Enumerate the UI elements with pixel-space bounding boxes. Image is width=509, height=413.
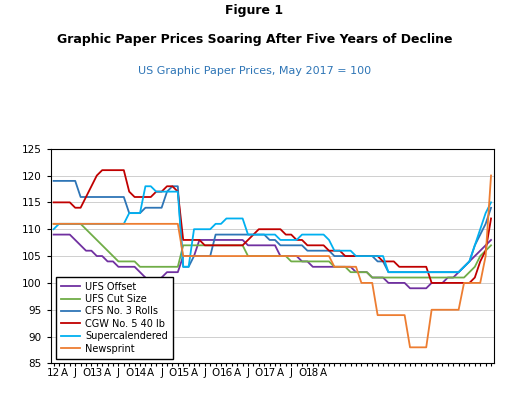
UFS Offset — [488, 237, 494, 242]
Supercalendered — [180, 264, 186, 269]
Text: J: J — [203, 368, 206, 378]
CFS No. 3 Rolls — [153, 205, 159, 210]
Text: Figure 1: Figure 1 — [225, 4, 284, 17]
Newsprint — [407, 345, 413, 350]
CFS No. 3 Rolls — [488, 205, 494, 210]
Newsprint — [175, 221, 181, 226]
Supercalendered — [158, 189, 164, 194]
Text: A: A — [104, 368, 111, 378]
Text: Graphic Paper Prices Soaring After Five Years of Decline: Graphic Paper Prices Soaring After Five … — [56, 33, 453, 46]
Text: 13: 13 — [90, 368, 103, 378]
Line: Supercalendered: Supercalendered — [53, 186, 491, 272]
UFS Cut Size — [175, 264, 181, 269]
CFS No. 3 Rolls — [407, 270, 413, 275]
Line: CFS No. 3 Rolls: CFS No. 3 Rolls — [53, 181, 491, 272]
Supercalendered — [488, 200, 494, 205]
Newsprint — [488, 173, 494, 178]
CGW No. 5 40 lb — [261, 227, 267, 232]
Text: 17: 17 — [263, 368, 276, 378]
Newsprint — [402, 313, 408, 318]
Text: O: O — [125, 368, 133, 378]
UFS Cut Size — [396, 275, 402, 280]
UFS Offset — [402, 280, 408, 285]
Newsprint — [169, 221, 176, 226]
Text: 18: 18 — [306, 368, 320, 378]
Text: 16: 16 — [220, 368, 233, 378]
Text: 15: 15 — [177, 368, 190, 378]
Text: J: J — [290, 368, 293, 378]
Text: A: A — [147, 368, 154, 378]
Text: J: J — [117, 368, 120, 378]
Supercalendered — [261, 232, 267, 237]
Text: A: A — [277, 368, 284, 378]
Text: A: A — [190, 368, 197, 378]
CGW No. 5 40 lb — [180, 237, 186, 242]
Supercalendered — [385, 270, 391, 275]
Newsprint — [50, 221, 56, 226]
Line: CGW No. 5 40 lb: CGW No. 5 40 lb — [53, 170, 491, 283]
UFS Cut Size — [369, 275, 375, 280]
CFS No. 3 Rolls — [385, 270, 391, 275]
CGW No. 5 40 lb — [50, 200, 56, 205]
Text: A: A — [320, 368, 327, 378]
Text: O: O — [82, 368, 90, 378]
UFS Cut Size — [407, 275, 413, 280]
UFS Offset — [153, 280, 159, 285]
CFS No. 3 Rolls — [50, 178, 56, 183]
UFS Cut Size — [256, 254, 262, 259]
Line: UFS Cut Size: UFS Cut Size — [53, 224, 491, 278]
CGW No. 5 40 lb — [99, 168, 105, 173]
Line: Newsprint: Newsprint — [53, 176, 491, 347]
Text: US Graphic Paper Prices, May 2017 = 100: US Graphic Paper Prices, May 2017 = 100 — [138, 66, 371, 76]
UFS Cut Size — [488, 243, 494, 248]
UFS Cut Size — [50, 221, 56, 226]
CGW No. 5 40 lb — [158, 189, 164, 194]
CGW No. 5 40 lb — [488, 216, 494, 221]
CGW No. 5 40 lb — [396, 264, 402, 269]
Supercalendered — [50, 227, 56, 232]
CFS No. 3 Rolls — [256, 232, 262, 237]
Line: UFS Offset: UFS Offset — [53, 235, 491, 288]
Newsprint — [391, 313, 397, 318]
Newsprint — [153, 221, 159, 226]
Text: O: O — [168, 368, 177, 378]
Text: O: O — [298, 368, 306, 378]
UFS Offset — [391, 280, 397, 285]
CGW No. 5 40 lb — [429, 280, 435, 285]
Text: O: O — [254, 368, 263, 378]
Text: A: A — [61, 368, 68, 378]
CFS No. 3 Rolls — [169, 184, 176, 189]
UFS Offset — [169, 270, 176, 275]
Text: 14: 14 — [133, 368, 147, 378]
Supercalendered — [175, 189, 181, 194]
UFS Offset — [50, 232, 56, 237]
UFS Cut Size — [169, 264, 176, 269]
Text: A: A — [234, 368, 241, 378]
UFS Offset — [256, 243, 262, 248]
Text: 12: 12 — [47, 368, 60, 378]
Text: O: O — [211, 368, 220, 378]
Text: J: J — [74, 368, 77, 378]
CGW No. 5 40 lb — [407, 264, 413, 269]
UFS Cut Size — [153, 264, 159, 269]
CFS No. 3 Rolls — [396, 270, 402, 275]
Text: J: J — [160, 368, 163, 378]
UFS Offset — [407, 286, 413, 291]
Newsprint — [256, 254, 262, 259]
Supercalendered — [402, 270, 408, 275]
Supercalendered — [143, 184, 149, 189]
CFS No. 3 Rolls — [175, 184, 181, 189]
UFS Offset — [175, 270, 181, 275]
Supercalendered — [412, 270, 418, 275]
Legend: UFS Offset, UFS Cut Size, CFS No. 3 Rolls, CGW No. 5 40 lb, Supercalendered, New: UFS Offset, UFS Cut Size, CFS No. 3 Roll… — [56, 277, 173, 358]
Text: J: J — [246, 368, 249, 378]
CGW No. 5 40 lb — [175, 189, 181, 194]
